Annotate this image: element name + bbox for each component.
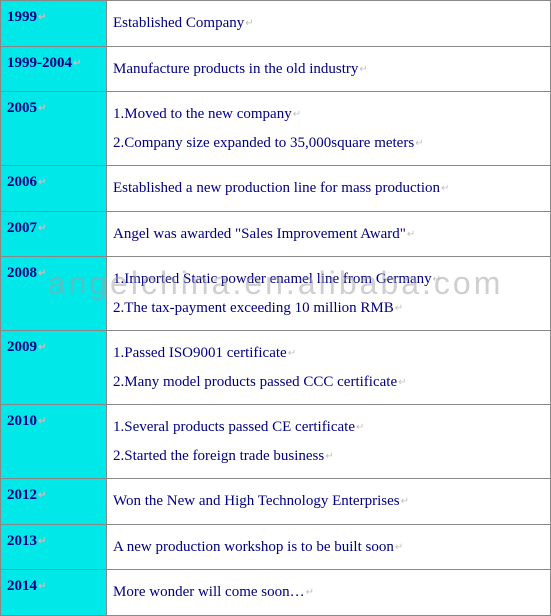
- year-cell: 1999-2004↵: [1, 46, 107, 92]
- desc-cell: 1.Several products passed CE certificate…: [107, 405, 551, 479]
- table-row: 1999-2004↵Manufacture products in the ol…: [1, 46, 551, 92]
- table-row: 1999↵Established Company↵: [1, 1, 551, 47]
- desc-cell: 1.Imported Static powder enamel line fro…: [107, 257, 551, 331]
- year-cell: 1999↵: [1, 1, 107, 47]
- table-row: 2005↵1.Moved to the new company↵2.Compan…: [1, 92, 551, 166]
- desc-cell: Established a new production line for ma…: [107, 166, 551, 212]
- table-row: 2008↵1.Imported Static powder enamel lin…: [1, 257, 551, 331]
- table-row: 2012↵Won the New and High Technology Ent…: [1, 479, 551, 525]
- desc-cell: Manufacture products in the old industry…: [107, 46, 551, 92]
- year-cell: 2012↵: [1, 479, 107, 525]
- table-row: 2009↵1.Passed ISO9001 certificate↵2.Many…: [1, 331, 551, 405]
- year-cell: 2007↵: [1, 211, 107, 257]
- history-table: 1999↵Established Company↵1999-2004↵Manuf…: [0, 0, 551, 616]
- table-row: 2014↵More wonder will come soon…↵: [1, 570, 551, 616]
- year-cell: 2008↵: [1, 257, 107, 331]
- table-row: 2007↵Angel was awarded "Sales Improvemen…: [1, 211, 551, 257]
- year-cell: 2014↵: [1, 570, 107, 616]
- table-row: 2010↵1.Several products passed CE certif…: [1, 405, 551, 479]
- desc-cell: Won the New and High Technology Enterpri…: [107, 479, 551, 525]
- year-cell: 2009↵: [1, 331, 107, 405]
- desc-cell: Angel was awarded "Sales Improvement Awa…: [107, 211, 551, 257]
- table-row: 2013↵A new production workshop is to be …: [1, 524, 551, 570]
- desc-cell: Established Company↵: [107, 1, 551, 47]
- desc-cell: A new production workshop is to be built…: [107, 524, 551, 570]
- year-cell: 2005↵: [1, 92, 107, 166]
- year-cell: 2006↵: [1, 166, 107, 212]
- year-cell: 2010↵: [1, 405, 107, 479]
- desc-cell: 1.Moved to the new company↵2.Company siz…: [107, 92, 551, 166]
- year-cell: 2013↵: [1, 524, 107, 570]
- history-table-body: 1999↵Established Company↵1999-2004↵Manuf…: [1, 1, 551, 616]
- desc-cell: 1.Passed ISO9001 certificate↵2.Many mode…: [107, 331, 551, 405]
- table-row: 2006↵Established a new production line f…: [1, 166, 551, 212]
- desc-cell: More wonder will come soon…↵: [107, 570, 551, 616]
